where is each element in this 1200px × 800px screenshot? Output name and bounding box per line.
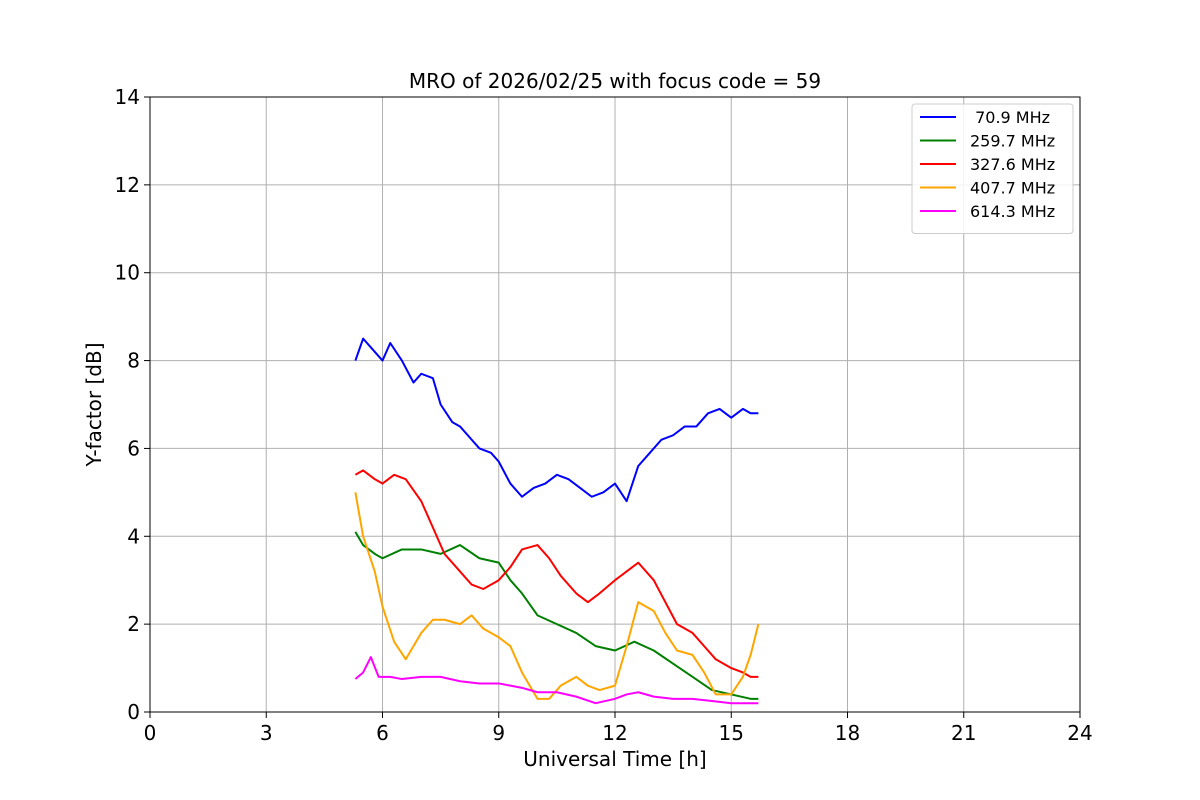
y-tick-label: 10	[115, 261, 140, 285]
x-tick-label: 0	[144, 721, 157, 745]
series-line	[354, 531, 759, 700]
legend-label: 327.6 MHz	[970, 155, 1055, 174]
legend: 70.9 MHz 259.7 MHz 327.6 MHz 407.7 MHz 614.3…	[911, 103, 1074, 234]
y-tick-label: 14	[115, 85, 140, 109]
x-tick-label: 21	[951, 721, 976, 745]
y-tick-label: 0	[127, 700, 140, 724]
series-line	[354, 492, 760, 700]
x-axis-label: Universal Time [h]	[523, 747, 706, 771]
legend-label: 70.9 MHz	[970, 108, 1050, 127]
y-tick-label: 12	[115, 173, 140, 197]
y-tick-label: 4	[127, 524, 140, 548]
y-tick-label: 6	[127, 436, 140, 460]
x-tick-label: 9	[492, 721, 505, 745]
x-tick-label: 18	[835, 721, 860, 745]
chart-title: MRO of 2026/02/25 with focus code = 59	[409, 69, 821, 93]
x-tick-label: 12	[602, 721, 627, 745]
y-axis-label: Y-factor [dB]	[82, 342, 106, 467]
legend-label: 407.7 MHz	[970, 179, 1055, 198]
series-layer	[354, 337, 760, 705]
x-tick-label: 3	[260, 721, 273, 745]
legend-label: 259.7 MHz	[970, 132, 1055, 151]
y-tick-label: 2	[127, 612, 140, 636]
x-tick-label: 6	[376, 721, 389, 745]
x-tick-label: 24	[1067, 721, 1092, 745]
series-line	[354, 469, 759, 678]
legend-box	[911, 103, 1074, 234]
legend-label: 614.3 MHz	[970, 202, 1055, 221]
series-line	[354, 656, 759, 705]
x-tick-label: 15	[719, 721, 744, 745]
y-tick-label: 8	[127, 349, 140, 373]
series-line	[354, 337, 759, 503]
